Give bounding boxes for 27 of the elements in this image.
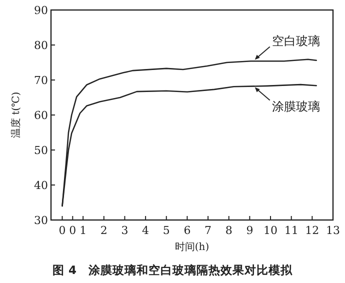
y-tick-label: 70 [34,74,48,87]
x-tick-label: 0 [58,224,66,237]
x-tick-label: 10 [264,224,278,237]
y-tick-label: 30 [34,214,48,227]
x-tick-label: 3 [121,224,128,237]
annotation: 涂膜玻璃 [272,99,320,114]
x-tick-label: 1 [80,224,87,237]
x-tick-label: 4 [142,224,150,237]
x-tick-label: 6 [184,224,191,237]
y-tick-label: 40 [34,179,48,192]
x-tick-label: 13 [326,224,340,237]
x-tick-label: 5 [162,224,170,237]
x-tick-label: 7 [204,224,212,237]
y-tick-label: 80 [34,39,48,52]
x-tick-label: 11 [284,224,298,237]
x-axis-title: 时间(h) [174,241,210,253]
annotation: 空白玻璃 [272,34,320,48]
x-tick-label: 9 [246,224,254,237]
y-tick-label: 90 [34,4,48,17]
x-tick-label: 2 [100,224,108,237]
x-tick-label: 8 [225,224,232,237]
x-tick-label: 12 [305,224,320,237]
y-tick-label: 60 [34,109,48,122]
x-tick-label: 0 [69,224,76,237]
caption: 图 4 涂膜玻璃和空白玻璃隔热效果对比模拟 [52,263,294,277]
y-axis-title: 温度 t(℃) [10,92,22,138]
y-tick-label: 50 [34,144,48,157]
